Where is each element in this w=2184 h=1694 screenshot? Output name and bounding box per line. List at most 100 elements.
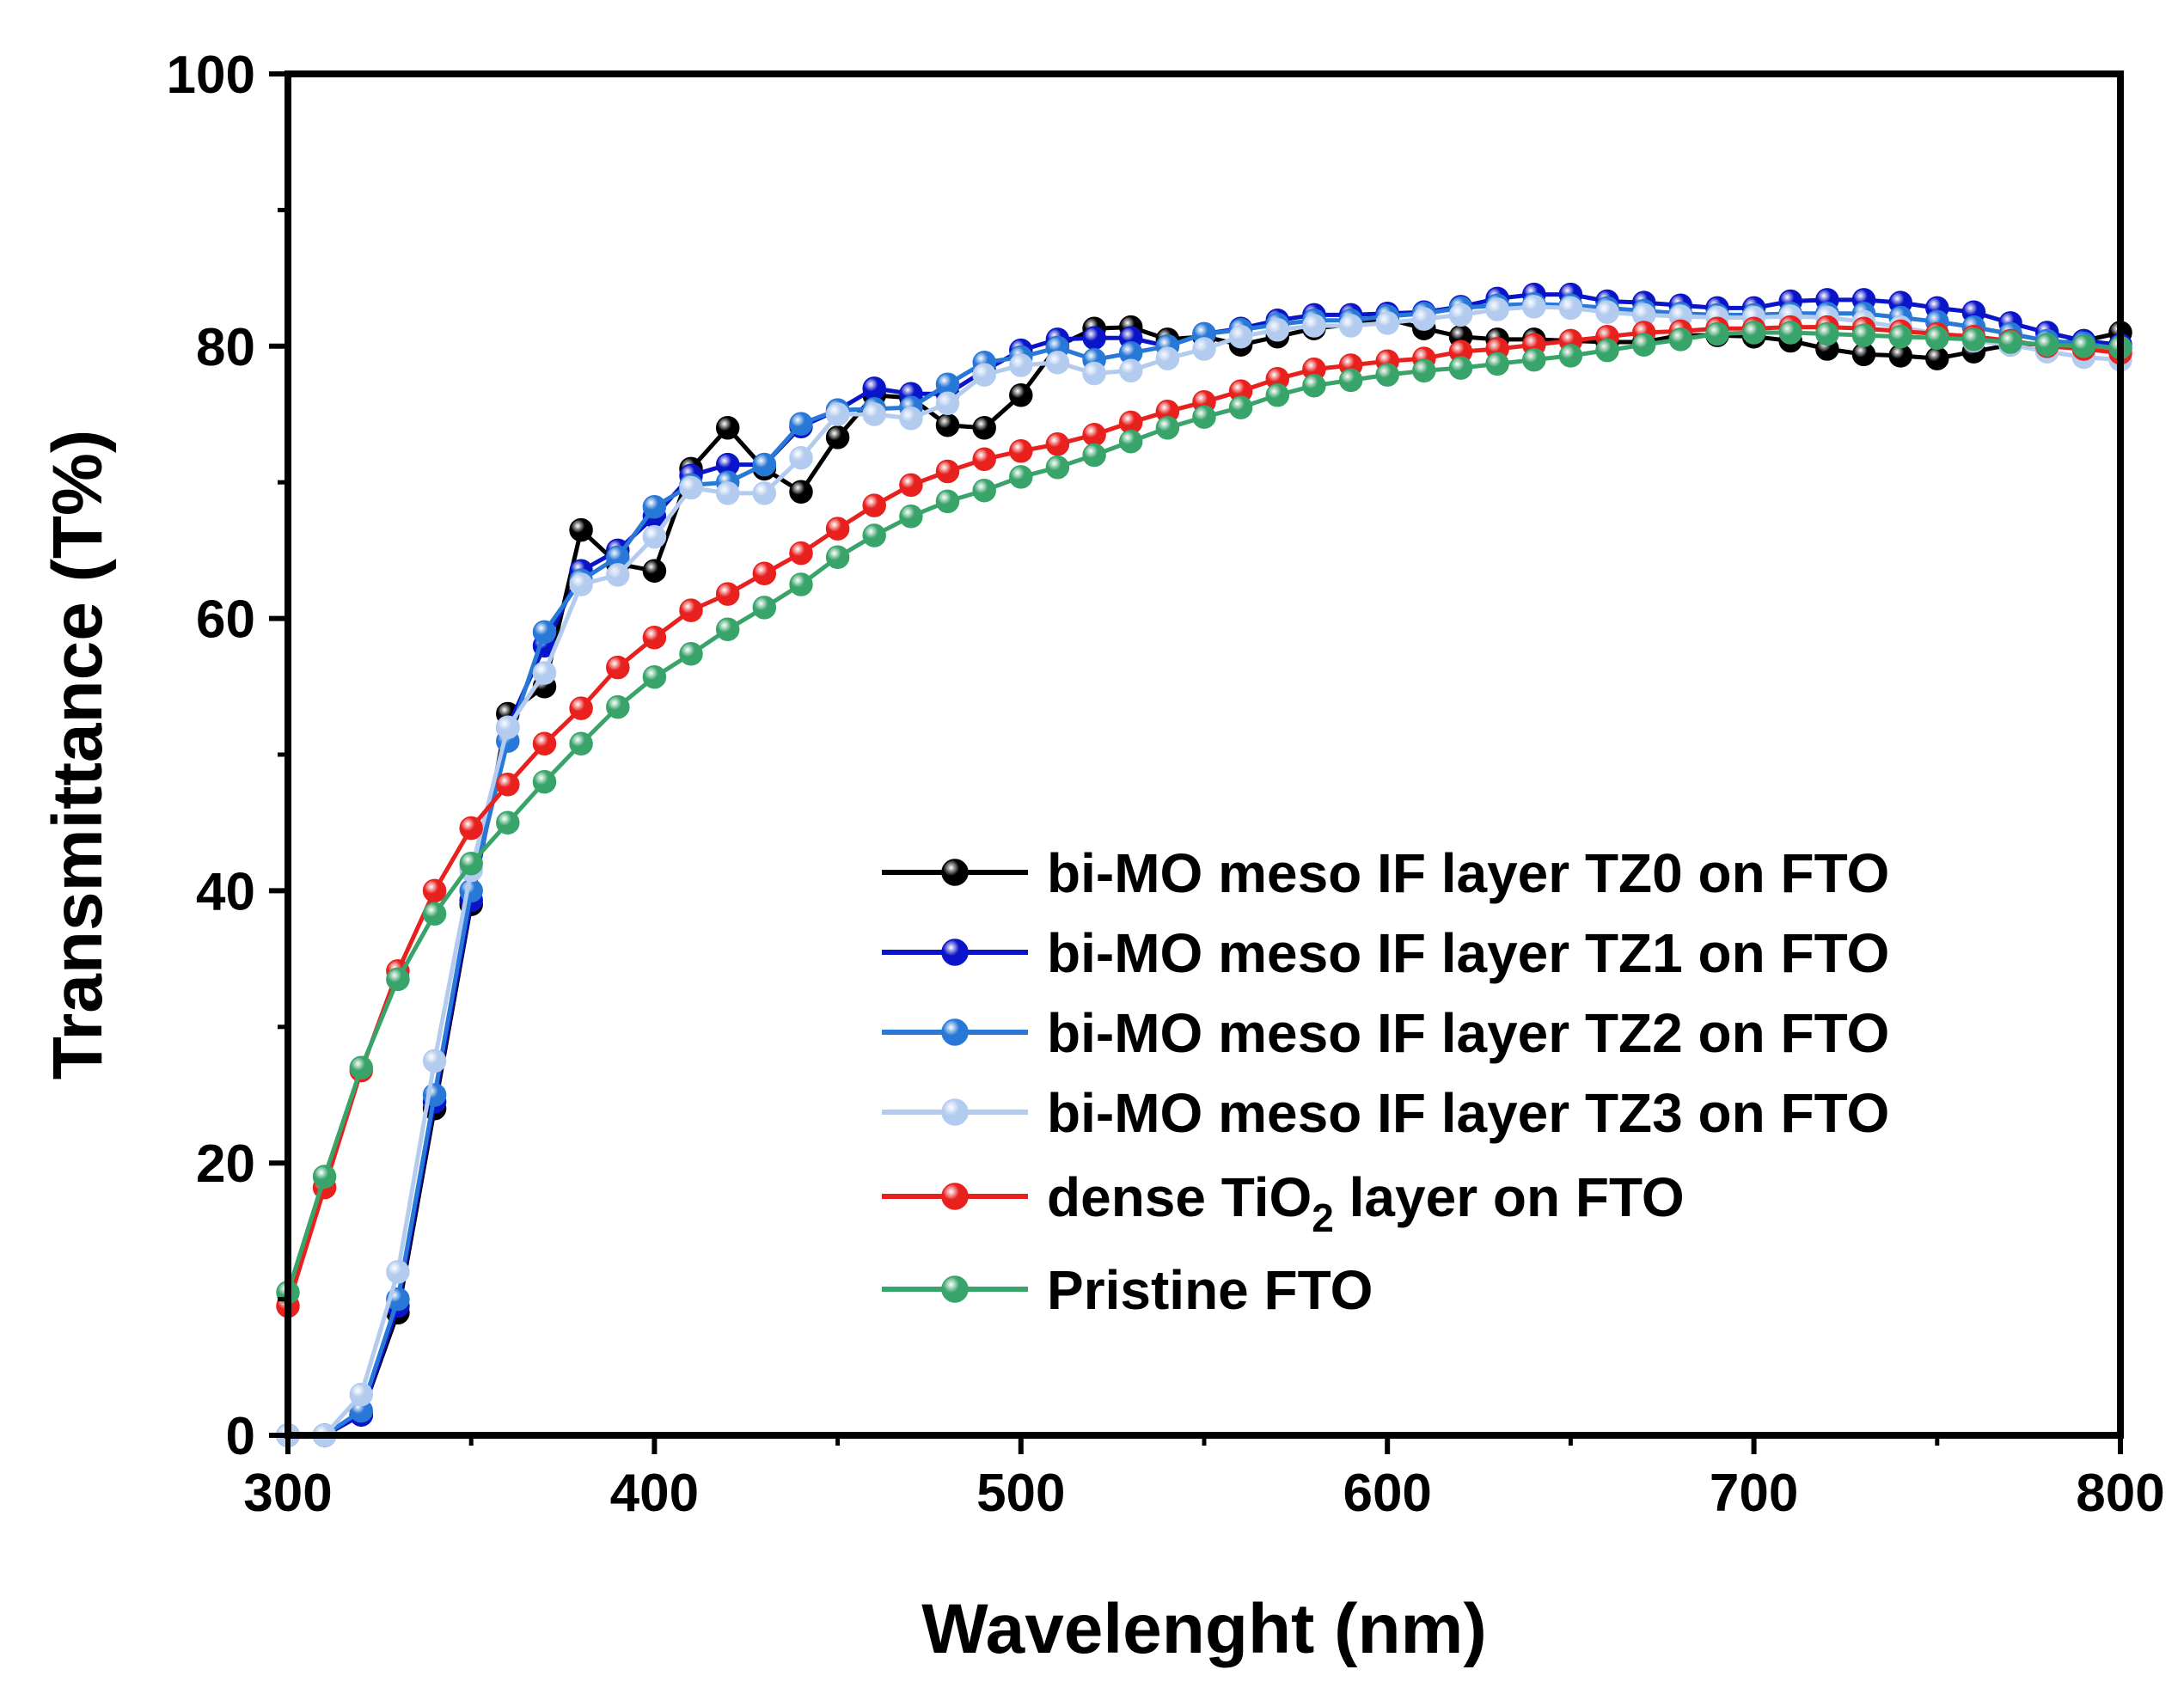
data-point [459,816,483,841]
data-point [532,661,557,685]
data-point [1412,358,1436,383]
data-point [606,563,630,587]
data-point [1302,373,1326,398]
data-point [422,878,447,903]
legend-item: bi-MO meso IF layer TZ3 on FTO [882,1082,1889,1144]
data-point [1851,323,1876,347]
data-point [789,480,813,505]
data-point [1009,383,1033,407]
data-point [1925,346,1949,370]
data-point [642,494,667,519]
x-tick-label: 800 [2076,1464,2164,1523]
data-point [935,391,960,416]
series-6 [276,321,2132,1305]
data-point [899,473,923,498]
data-point [789,541,813,566]
data-point [1998,330,2022,354]
data-point [1082,326,1106,351]
data-point [1925,326,1949,351]
data-point [532,731,557,756]
legend-marker [941,1183,969,1210]
data-point [422,902,447,927]
data-point [825,545,850,570]
data-point [825,517,850,541]
data-point [569,696,593,720]
data-point [789,572,813,596]
data-point [1265,383,1290,407]
y-tick-labels: 0 20 40 60 80 100 [167,46,255,1466]
data-point [862,523,886,547]
x-tick-label: 300 [243,1464,332,1523]
data-point [1558,296,1583,321]
data-point [1375,311,1399,335]
data-point [569,731,593,756]
legend-label: bi-MO meso IF layer TZ0 on FTO [1047,842,1889,904]
data-point [679,642,703,666]
data-point [1118,358,1143,383]
data-point [752,561,777,586]
data-point [679,475,703,500]
y-tick-label: 80 [196,318,255,377]
data-point [935,413,960,437]
y-tick-label: 100 [167,46,255,105]
data-point [532,769,557,794]
data-point [862,402,886,426]
data-point [972,363,996,387]
data-point [1192,405,1216,429]
legend: bi-MO meso IF layer TZ0 on FTO bi-MO meso… [882,842,1889,1321]
data-point [1631,333,1656,357]
x-axis-title: Wavelenght (nm) [921,1590,1487,1668]
data-point [679,598,703,622]
x-tick-label: 700 [1710,1464,1798,1523]
x-tick-labels: 300 400 500 600 700 800 [243,1464,2164,1523]
data-point [642,559,667,583]
data-point [715,481,740,505]
data-point [1155,346,1180,370]
data-point [496,715,520,740]
data-point [1192,337,1216,361]
data-point [789,412,813,436]
data-point [606,655,630,680]
legend-item: bi-MO meso IF layer TZ1 on FTO [882,922,1889,984]
data-point [1485,297,1509,321]
legend-marker [941,1098,969,1126]
data-point [1045,351,1070,375]
data-point [935,459,960,484]
data-point [1082,423,1106,447]
data-point [972,447,996,472]
x-tick-label: 500 [976,1464,1065,1523]
data-point [1668,327,1693,352]
data-point [1338,314,1363,338]
data-point [1082,361,1106,386]
data-point [1009,353,1033,377]
data-point [752,596,777,620]
data-point [569,517,593,542]
data-point [606,694,630,719]
data-point [1558,344,1583,368]
y-tick-label: 60 [196,590,255,650]
legend-item: dense TiO2 layer on FTO [882,1166,1685,1240]
data-point [972,416,996,440]
data-point [1375,363,1399,387]
data-point [1705,321,1729,346]
data-point [312,1165,337,1189]
data-point [1522,347,1546,372]
data-point [825,425,850,449]
data-point [862,376,886,401]
data-point [1265,318,1290,342]
data-point [1961,327,1986,352]
data-point [1448,356,1473,380]
data-point [1595,300,1619,324]
data-point [1595,338,1619,363]
data-point [1741,321,1766,345]
data-point [2071,334,2096,358]
data-point [1485,352,1509,376]
data-point [715,617,740,642]
data-point [1778,321,1802,345]
data-point [1082,443,1106,468]
data-point [1815,321,1839,346]
data-point [1522,295,1546,319]
data-point [935,489,960,514]
legend-marker [941,939,969,966]
